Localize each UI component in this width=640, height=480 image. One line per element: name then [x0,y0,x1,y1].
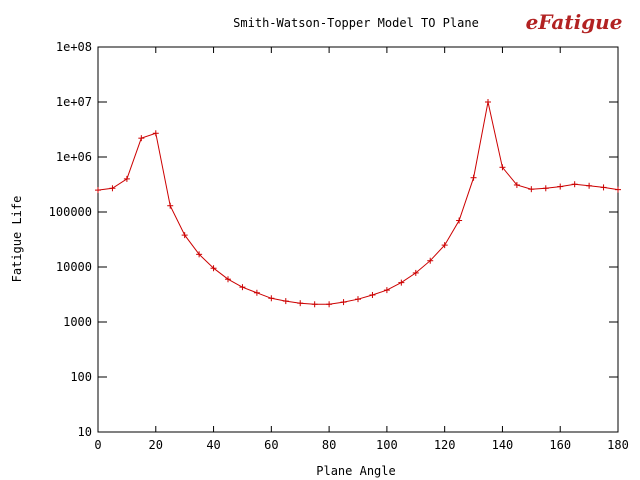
data-point [586,182,593,189]
data-point [152,130,159,137]
data-point [528,186,535,193]
data-point [456,217,463,224]
data-point [355,296,361,303]
data-point [181,232,188,239]
data-point [95,187,101,194]
y-axis-label: Fatigue Life [10,196,24,283]
y-tick-label: 1e+06 [56,150,92,164]
data-point [311,301,318,308]
data-point [600,184,607,191]
y-tick-label: 100 [70,370,92,384]
data-point [268,295,275,302]
y-tick-label: 1e+08 [56,40,92,54]
data-point [196,251,203,258]
x-axis-label: Plane Angle [316,464,395,478]
y-tick-label: 10000 [56,260,92,274]
x-tick-label: 100 [376,438,398,452]
data-point [369,291,376,298]
data-point [253,289,260,296]
data-point [615,186,621,193]
data-point [340,299,347,306]
data-point [557,183,564,190]
data-point [485,99,491,105]
data-point [383,287,390,294]
data-point [282,298,289,305]
data-point [513,181,520,188]
data-point [225,276,231,283]
x-tick-label: 140 [492,438,514,452]
data-point [297,300,304,307]
data-point [470,174,477,181]
y-tick-label: 1e+07 [56,95,92,109]
data-point [326,301,333,308]
x-tick-label: 80 [322,438,336,452]
data-point [427,257,434,264]
x-tick-label: 0 [94,438,101,452]
data-point [138,135,145,142]
data-point [239,284,246,291]
data-point [441,242,448,249]
x-axis: 0 20 40 60 80 100 120 140 160 180 [94,47,629,452]
series-layer [95,99,621,308]
y-axis: 10 100 1000 10000 100000 1e+06 1e+07 1e+08 [49,40,618,439]
chart-title: Smith-Watson-Topper Model TO Plane [233,16,479,30]
efatigue-logo: eFatigue [526,10,623,34]
x-tick-label: 120 [434,438,456,452]
plot-frame [97,46,619,433]
x-tick-label: 20 [149,438,163,452]
y-tick-label: 10 [78,425,92,439]
data-point [571,181,578,188]
data-point [499,164,506,171]
y-tick-label: 1000 [63,315,92,329]
data-point [398,279,405,286]
x-tick-label: 40 [206,438,220,452]
x-tick-label: 160 [549,438,571,452]
y-tick-label: 100000 [49,205,92,219]
x-tick-label: 180 [607,438,629,452]
data-point [542,185,549,192]
data-point [167,202,174,209]
data-point [412,269,419,276]
data-point [123,175,130,182]
data-point [109,185,116,192]
series-line [97,101,619,305]
x-tick-label: 60 [264,438,278,452]
data-point [210,265,217,272]
